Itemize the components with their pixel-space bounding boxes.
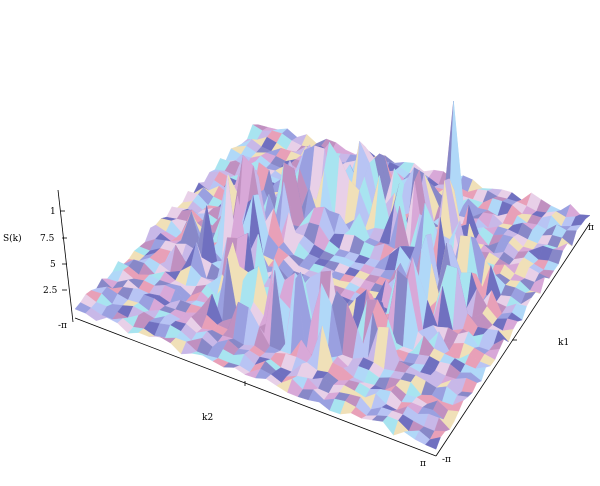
z-tick-label: 1 <box>50 207 56 217</box>
z-axis-label: S(k) <box>3 233 22 244</box>
k1-min-label: -π <box>442 455 451 465</box>
z-tick-label: 2.5 <box>43 286 58 296</box>
surface-facet <box>425 437 441 450</box>
k2-axis-label: k2 <box>202 413 213 423</box>
z-tick-label: 7.5 <box>40 234 55 244</box>
k2-axis-line <box>74 317 437 457</box>
surface-mesh <box>74 101 591 450</box>
z-axis-line <box>57 189 74 323</box>
k2-min-label: -π <box>58 321 67 331</box>
k1-max-label: π <box>588 223 594 233</box>
plot-axes <box>57 189 591 457</box>
k1-axis-label: k1 <box>558 338 569 348</box>
z-tick-label: 5 <box>50 260 56 270</box>
k1-axis-line <box>435 222 591 457</box>
k2-max-label: π <box>420 459 426 469</box>
